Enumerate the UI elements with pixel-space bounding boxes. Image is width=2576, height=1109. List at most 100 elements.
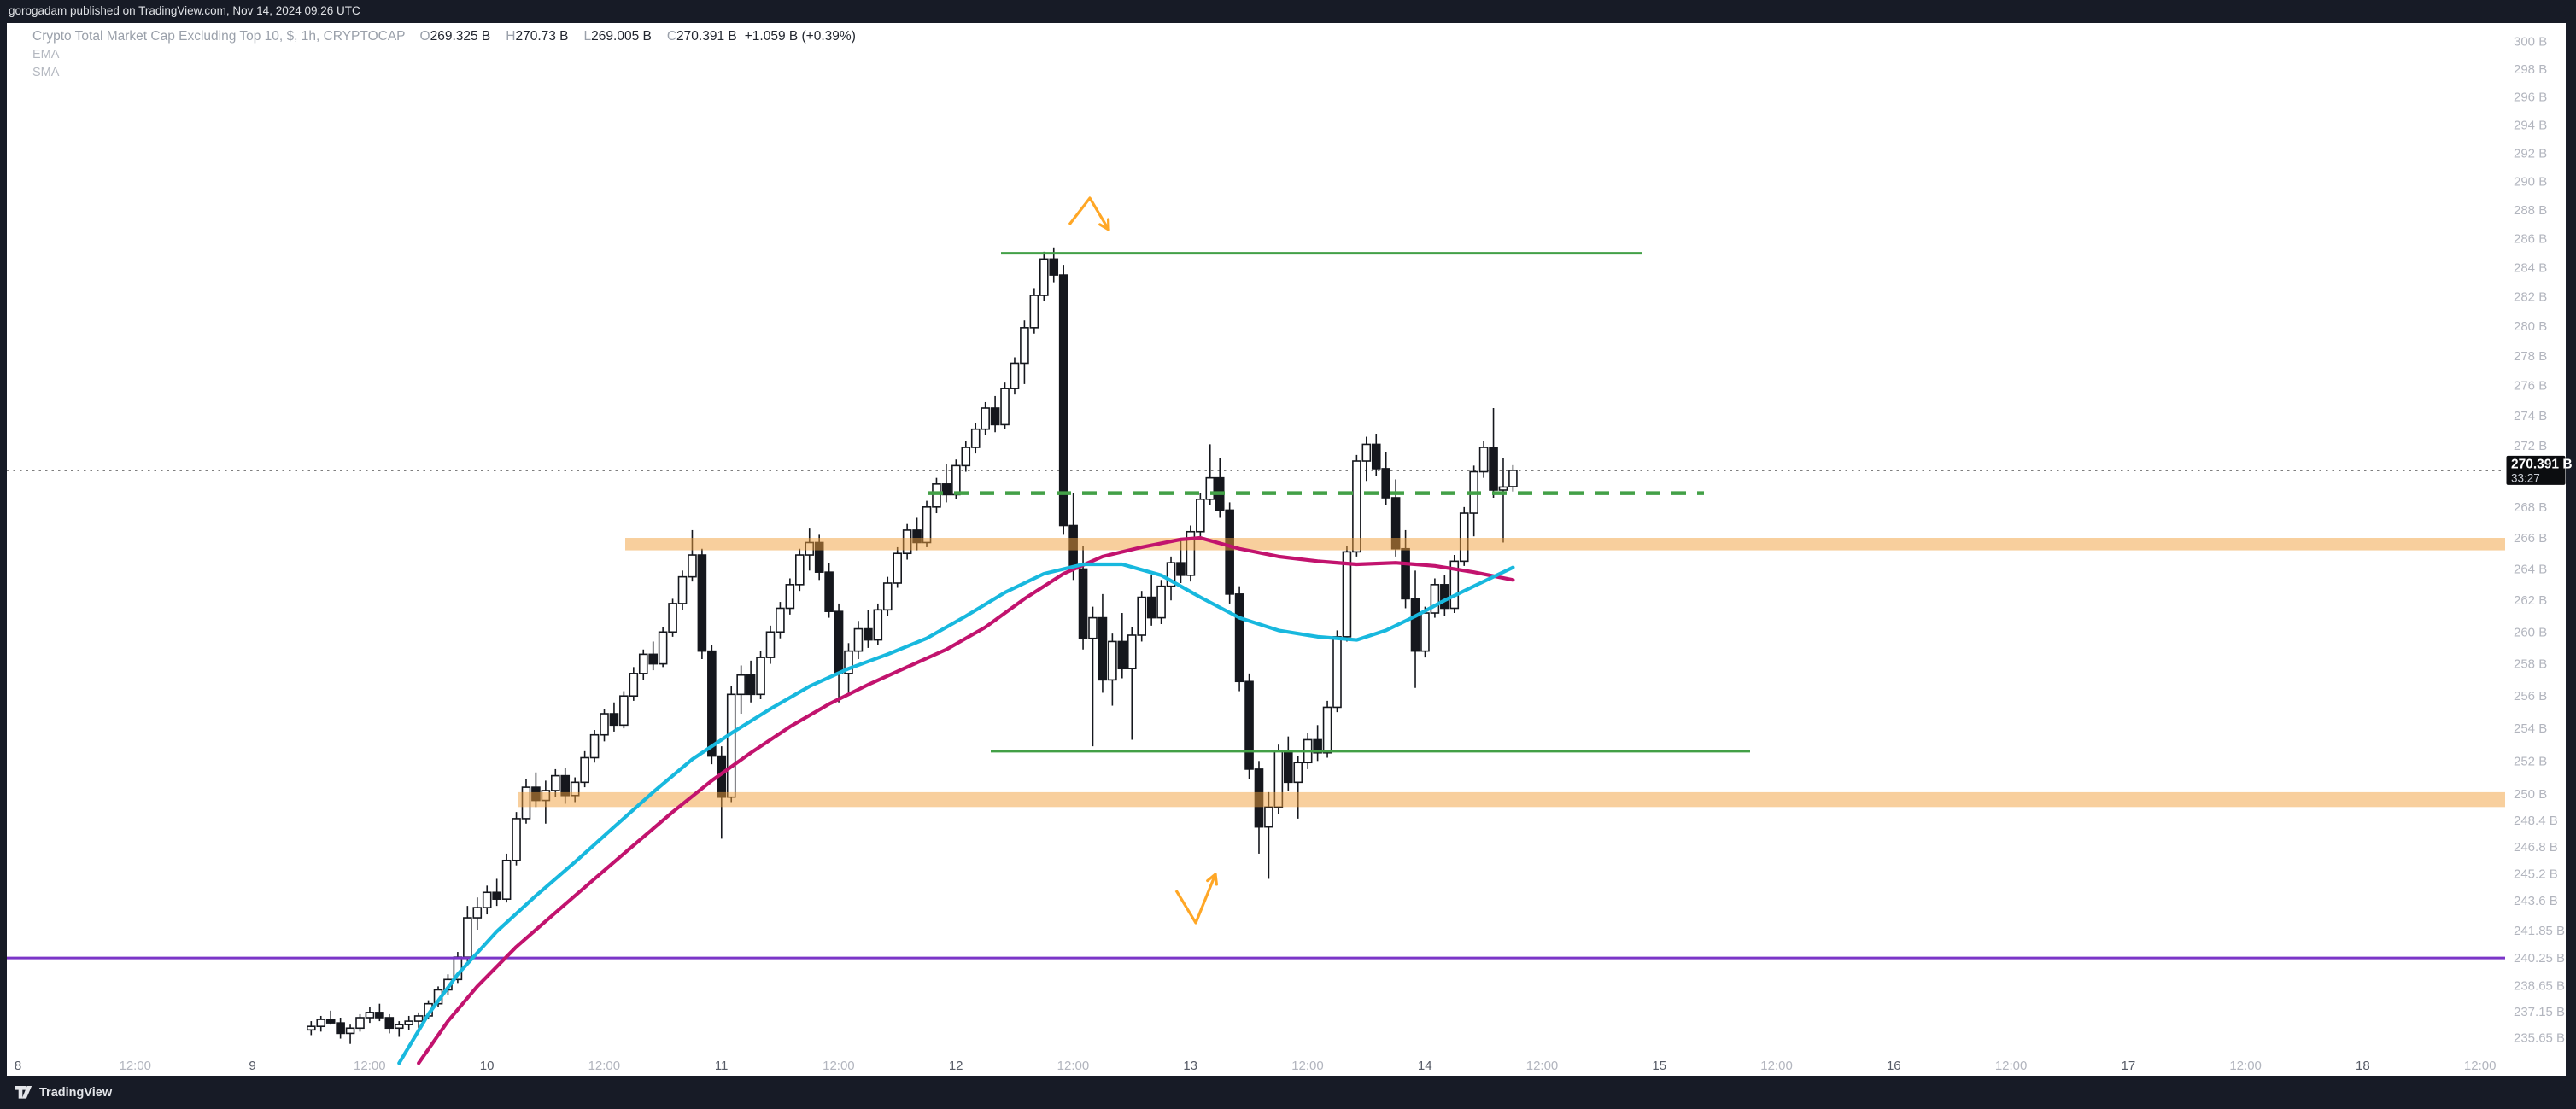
price-tick-label: 286 B [2514, 232, 2547, 247]
candle [1234, 586, 1244, 692]
candle [1322, 700, 1332, 758]
candle [394, 1021, 404, 1037]
candle [492, 878, 501, 907]
price-tick-label: 282 B [2514, 290, 2547, 305]
price-tick-label: 262 B [2514, 593, 2547, 608]
candle [1254, 761, 1264, 854]
candle [1498, 458, 1508, 543]
candle [629, 667, 639, 701]
price-tick-label: 248.4 B [2514, 814, 2558, 828]
arrow-drawing [1174, 873, 1217, 925]
ohlc-high-label: H [506, 29, 516, 44]
candle [355, 1013, 365, 1032]
time-axis[interactable]: 8 12:00 9 12:00 10 12:00 11 12:00 12 12:00 13 12:00… [15, 1059, 2497, 1073]
ohlc-low-label: L [583, 29, 592, 44]
candle [990, 395, 1000, 433]
candle [1508, 464, 1518, 492]
time-tick-label: 16 [1887, 1059, 1901, 1073]
candle [1146, 575, 1156, 626]
candle [1156, 580, 1166, 624]
sma-line [417, 535, 1515, 1065]
candle [765, 625, 776, 664]
candle [726, 686, 736, 803]
price-tick-label: 288 B [2514, 203, 2547, 218]
candle [375, 1003, 384, 1022]
time-tick-label: 10 [480, 1059, 495, 1073]
time-tick-label: 12:00 [1291, 1059, 1324, 1073]
tradingview-logo-icon[interactable] [15, 1084, 33, 1100]
candle [1342, 546, 1352, 642]
candle [1478, 441, 1489, 478]
price-tick-label: 294 B [2514, 118, 2547, 132]
candle [785, 578, 795, 615]
candle [1137, 591, 1146, 642]
zone-rect [625, 538, 2505, 551]
candle [482, 885, 492, 915]
candle [1410, 570, 1420, 688]
candle [1293, 756, 1303, 819]
arrow-drawing [1068, 196, 1110, 231]
price-tick-label: 276 B [2514, 379, 2547, 394]
candle [1381, 452, 1390, 506]
price-tick-label: 278 B [2514, 349, 2547, 364]
candle [1449, 555, 1460, 614]
price-tick-label: 266 B [2514, 531, 2547, 546]
price-tick-label: 258 B [2514, 657, 2547, 672]
candle [463, 906, 472, 963]
candle [688, 529, 697, 582]
time-tick-label: 12:00 [119, 1059, 151, 1073]
time-tick-label: 12:00 [354, 1059, 386, 1073]
symbol-legend: Crypto Total Market Cap Excluding Top 10… [32, 28, 864, 81]
symbol-title[interactable]: Crypto Total Market Cap Excluding Top 10… [32, 29, 406, 44]
candle [1313, 725, 1322, 762]
candle [932, 477, 941, 514]
ohlc-close-value: 270.391 B [676, 29, 737, 44]
indicator-sma-label[interactable]: SMA [32, 66, 60, 79]
ohlc-open-value: 269.325 B [430, 29, 491, 44]
price-axis[interactable]: 300 B 298 B 296 B 294 B 292 B 290 B 288 B 286 B… [2514, 35, 2565, 1046]
time-tick-label: 17 [2122, 1059, 2136, 1073]
ema-line [397, 562, 1515, 1065]
candle [941, 464, 951, 503]
candle [853, 621, 864, 659]
candle [677, 570, 688, 610]
candle [873, 603, 883, 645]
candle [981, 401, 990, 435]
time-tick-label: 8 [15, 1059, 21, 1073]
price-tick-label: 254 B [2514, 721, 2547, 736]
candle [1029, 288, 1039, 334]
time-tick-label: 13 [1183, 1059, 1197, 1073]
price-tick-label: 272 B [2514, 439, 2547, 453]
indicator-ema-label[interactable]: EMA [32, 48, 60, 61]
candle [384, 1013, 395, 1034]
candle [1000, 382, 1010, 429]
tradingview-brand-text[interactable]: TradingView [39, 1085, 113, 1100]
candle [1205, 444, 1215, 506]
candle [580, 750, 589, 788]
candle [1361, 436, 1372, 482]
candle [1186, 525, 1196, 582]
candle [306, 1021, 316, 1036]
candle [970, 423, 981, 454]
price-tick-label: 235.65 B [2514, 1031, 2565, 1046]
candle [1010, 357, 1020, 395]
ohlc-low-value: 269.005 B [591, 29, 652, 44]
time-tick-label: 12:00 [1995, 1059, 2028, 1073]
candle [824, 563, 834, 618]
candle [1098, 593, 1108, 693]
candle [736, 665, 746, 715]
drawing-arrows [1068, 196, 1218, 925]
candle [648, 641, 659, 671]
time-tick-label: 12:00 [1760, 1059, 1793, 1073]
candle [1440, 575, 1449, 616]
candle [404, 1015, 414, 1030]
candle [882, 576, 893, 616]
candle [336, 1017, 345, 1039]
candle [1088, 606, 1098, 747]
time-tick-label: 9 [249, 1059, 255, 1073]
ohlc-close-label: C [666, 29, 677, 44]
price-tick-label: 280 B [2514, 319, 2547, 334]
candle [345, 1024, 355, 1044]
candle [1489, 407, 1498, 499]
